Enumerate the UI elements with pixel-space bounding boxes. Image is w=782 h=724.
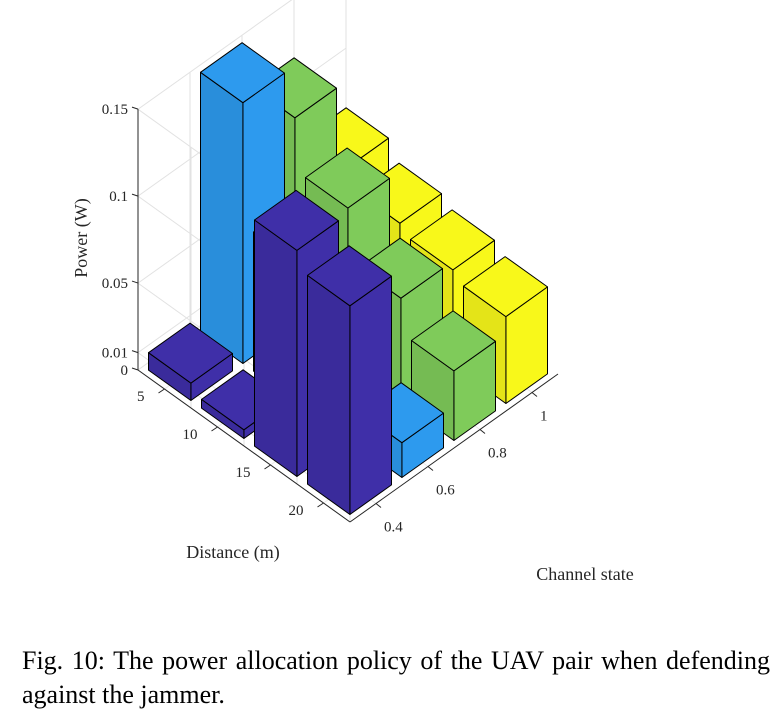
y-tick-mark (158, 388, 165, 394)
bar-face-top (463, 256, 548, 318)
x-axis-line (349, 373, 559, 523)
chart-ticks: 00.01 0.05 0.1 0.15 5 10 15 20 0.4 0.6 0.8 1 (102, 102, 548, 535)
y-tick-label: 15 (236, 465, 251, 481)
bar-face-side (254, 219, 298, 477)
x-tick-label: 0.4 (384, 520, 403, 536)
bar (148, 322, 233, 401)
y-tick-label: 5 (137, 389, 145, 405)
z-tick-mark (131, 193, 139, 197)
z-tick-mark (131, 350, 139, 354)
y-tick-label: 20 (289, 503, 304, 519)
bar-face-top (148, 322, 233, 384)
figure-caption: Fig. 10: The power allocation policy of … (22, 646, 770, 709)
z-tick-label: 0.05 (102, 276, 128, 292)
y-axis-line (137, 369, 351, 523)
bar-face-front (349, 275, 392, 515)
x-tick-mark (375, 503, 382, 508)
z-tick-label: 0 (121, 363, 129, 379)
bar (463, 256, 548, 404)
x-tick-label: 1 (540, 409, 548, 425)
z-tick-label: 0.01 (102, 346, 128, 362)
y-tick-label: 10 (183, 427, 198, 443)
z-tick-mark (131, 106, 139, 110)
z-tick-mark (131, 367, 139, 371)
x-tick-mark (479, 429, 486, 434)
y-axis-label: Distance (m) (186, 542, 279, 563)
bar-face-top (254, 189, 339, 251)
z-tick-label: 0.15 (102, 102, 128, 118)
bar-face-top (307, 245, 392, 307)
bar-face-top (410, 209, 495, 271)
bar-face-side (200, 71, 244, 364)
bar-face-top (411, 310, 496, 372)
z-tick-mark (131, 280, 139, 284)
chart-axes (137, 109, 559, 523)
chart-bars (148, 42, 548, 515)
z-axis-label: Power (W) (71, 198, 92, 277)
bar-face-side (307, 274, 351, 515)
bar-face-top (200, 42, 285, 104)
y-tick-mark (317, 502, 324, 508)
x-tick-label: 0.8 (488, 446, 507, 462)
x-tick-label: 0.6 (436, 483, 455, 499)
bar-chart-3d: 00.01 0.05 0.1 0.15 5 10 15 20 0.4 0.6 0.8 1 Power … (71, 0, 634, 584)
bar (307, 245, 392, 515)
y-tick-mark (211, 426, 218, 432)
x-tick-mark (531, 392, 538, 397)
y-tick-mark (264, 464, 271, 470)
z-tick-label: 0.1 (109, 189, 128, 205)
x-tick-mark (427, 466, 434, 471)
bar-face-top (305, 147, 390, 209)
x-axis-label: Channel state (536, 564, 633, 584)
